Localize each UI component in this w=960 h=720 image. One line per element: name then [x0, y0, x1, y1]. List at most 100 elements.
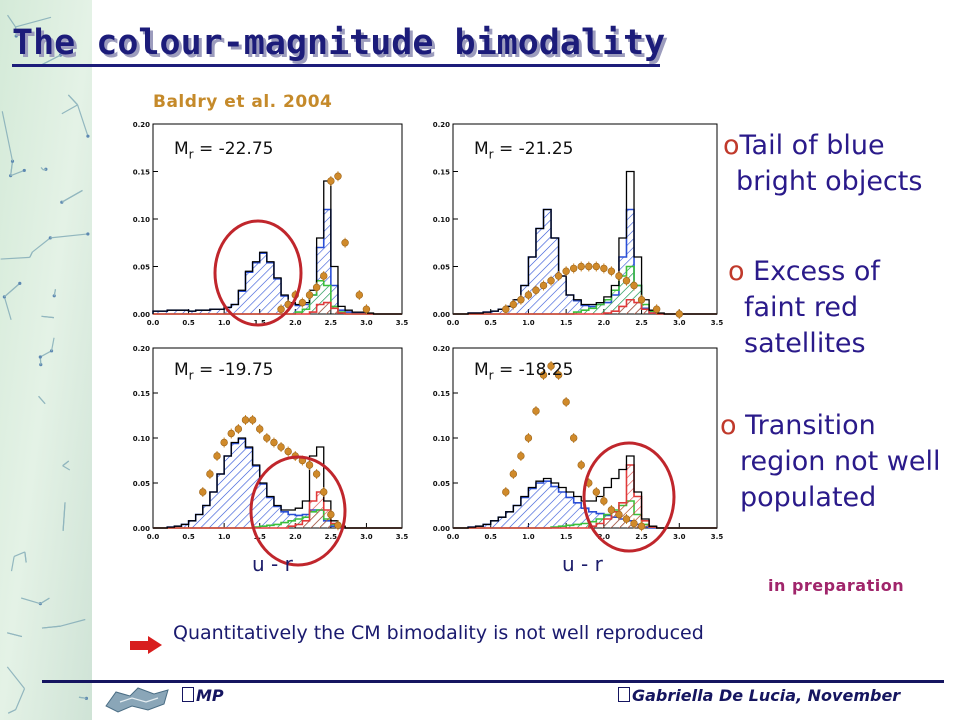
x-tick-label: 0.5: [485, 319, 498, 327]
x-tick-label: 1.0: [218, 533, 231, 541]
data-point: [270, 438, 278, 447]
data-point: [607, 506, 616, 514]
panel-label-2: Mr = -21.25: [474, 139, 574, 162]
web-filament: [53, 289, 57, 296]
data-point: [524, 434, 533, 442]
data-point: [227, 429, 235, 438]
plot-frame: [452, 123, 718, 315]
in-preparation-note: in preparation: [768, 576, 905, 595]
web-filament: [7, 14, 17, 28]
data-point: [327, 510, 335, 519]
data-point: [263, 434, 271, 442]
web-node: [14, 34, 18, 38]
bullet-line: Excess of: [753, 256, 880, 287]
data-point: [524, 291, 533, 299]
data-point: [547, 277, 555, 285]
data-point: [600, 264, 608, 273]
x-tick-label: 0.5: [485, 533, 498, 541]
x-tick-label: 3.0: [360, 533, 373, 541]
data-point: [502, 305, 510, 313]
x-axis-label-left: u - r: [252, 552, 293, 576]
web-filament: [15, 16, 52, 28]
highlight-circle-transition: [249, 455, 347, 567]
data-point: [320, 272, 328, 280]
y-tick-label: 0.00: [433, 525, 450, 533]
web-filament: [62, 460, 70, 467]
plot-frame: [152, 347, 403, 529]
y-tick-label: 0.10: [433, 216, 450, 224]
data-point: [509, 470, 518, 478]
data-point: [539, 371, 548, 379]
data-point: [341, 239, 349, 247]
x-tick-label: 3.5: [396, 319, 409, 327]
data-point: [637, 522, 646, 530]
histogram-black: [453, 455, 717, 529]
web-filament: [1, 111, 14, 162]
data-point: [562, 267, 570, 275]
x-tick-label: 3.0: [673, 319, 686, 327]
bullet-line: satellites: [744, 328, 866, 359]
data-point: [277, 443, 285, 451]
x-tick-label: 3.0: [673, 533, 686, 541]
y-tick-label: 0.05: [433, 480, 450, 488]
data-point: [284, 447, 292, 456]
data-point: [355, 291, 364, 299]
data-point: [334, 521, 342, 530]
logo-icon: [105, 687, 169, 713]
data-point: [615, 272, 623, 280]
data-point: [312, 470, 321, 478]
data-point: [305, 291, 314, 299]
bullet-line: region not well: [740, 446, 941, 477]
web-filament: [67, 94, 79, 106]
data-point: [305, 461, 314, 469]
web-filament: [0, 256, 30, 260]
bullet-line: faint red: [744, 292, 859, 323]
y-tick-label: 0.20: [433, 345, 450, 353]
y-tick-label: 0.00: [133, 525, 150, 533]
box-glyph-icon: [182, 687, 194, 702]
y-tick-label: 0.15: [133, 390, 150, 398]
data-point: [622, 277, 631, 285]
histogram-red: [153, 301, 402, 315]
data-point: [220, 438, 228, 447]
web-filament: [40, 350, 52, 358]
data-point: [256, 425, 264, 433]
data-point: [652, 305, 661, 313]
data-point: [554, 371, 563, 379]
web-filament: [13, 551, 26, 557]
data-point: [607, 267, 616, 275]
x-tick-label: 1.5: [560, 533, 573, 541]
web-filament: [29, 251, 33, 258]
data-point: [241, 416, 250, 424]
web-filament: [40, 597, 50, 605]
x-tick-label: 0.0: [447, 533, 460, 541]
bullet-line: Transition: [745, 410, 876, 441]
conclusion-text: Quantitatively the CM bimodality is not …: [173, 622, 704, 644]
web-filament: [77, 104, 89, 137]
data-point: [532, 286, 540, 294]
x-tick-label: 3.5: [711, 319, 724, 327]
data-point: [592, 488, 601, 496]
x-tick-label: 1.0: [522, 533, 535, 541]
web-filament: [24, 551, 27, 563]
data-point: [637, 296, 646, 304]
web-filament: [10, 556, 15, 572]
web-node: [18, 281, 22, 285]
data-point: [199, 488, 207, 496]
x-tick-label: 2.5: [635, 533, 648, 541]
data-point: [298, 298, 307, 307]
bullet-transition-region: o Transition region not well populated: [720, 408, 940, 516]
web-node: [86, 134, 90, 138]
web-filament: [61, 104, 78, 115]
web-filament: [10, 169, 25, 177]
x-tick-label: 2.5: [635, 319, 648, 327]
x-tick-label: 0.5: [182, 319, 195, 327]
x-tick-label: 1.0: [522, 319, 535, 327]
y-tick-label: 0.15: [433, 390, 450, 398]
web-filament: [78, 696, 87, 699]
data-point: [320, 488, 328, 496]
data-point: [248, 416, 257, 424]
x-tick-label: 1.0: [218, 319, 231, 327]
x-tick-label: 3.5: [711, 533, 724, 541]
x-tick-label: 1.5: [254, 533, 267, 541]
